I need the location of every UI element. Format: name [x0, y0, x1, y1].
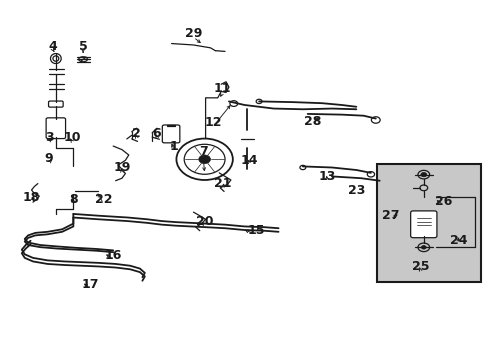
- Text: 12: 12: [203, 116, 221, 129]
- Text: 6: 6: [152, 127, 161, 140]
- Text: 27: 27: [381, 209, 398, 222]
- FancyBboxPatch shape: [162, 125, 180, 143]
- Text: 20: 20: [196, 215, 213, 228]
- FancyBboxPatch shape: [410, 211, 436, 238]
- Text: 26: 26: [434, 195, 451, 208]
- Text: 16: 16: [104, 248, 122, 261]
- Text: 25: 25: [411, 260, 428, 273]
- Text: 1: 1: [169, 140, 178, 153]
- FancyBboxPatch shape: [48, 101, 63, 107]
- Text: 15: 15: [247, 224, 265, 237]
- Circle shape: [420, 172, 426, 177]
- Circle shape: [421, 246, 426, 249]
- Text: 2: 2: [132, 127, 141, 140]
- Text: 19: 19: [113, 161, 130, 174]
- Text: 8: 8: [69, 193, 78, 206]
- Text: 18: 18: [23, 192, 40, 204]
- Text: 24: 24: [449, 234, 466, 247]
- Text: 11: 11: [213, 82, 231, 95]
- Text: 7: 7: [199, 145, 207, 158]
- Text: 28: 28: [303, 114, 321, 127]
- Text: 22: 22: [95, 193, 112, 206]
- Text: 13: 13: [318, 170, 335, 183]
- Text: 21: 21: [213, 177, 231, 190]
- Text: 5: 5: [79, 40, 87, 53]
- Text: 17: 17: [81, 278, 99, 291]
- FancyBboxPatch shape: [376, 164, 480, 282]
- Text: 14: 14: [240, 154, 258, 167]
- Text: 4: 4: [48, 40, 57, 53]
- Text: 29: 29: [184, 27, 202, 40]
- FancyBboxPatch shape: [46, 118, 65, 139]
- Text: 3: 3: [44, 131, 53, 144]
- Text: 23: 23: [347, 184, 364, 197]
- Text: 10: 10: [63, 131, 81, 144]
- Circle shape: [199, 155, 210, 163]
- Text: 9: 9: [44, 152, 53, 165]
